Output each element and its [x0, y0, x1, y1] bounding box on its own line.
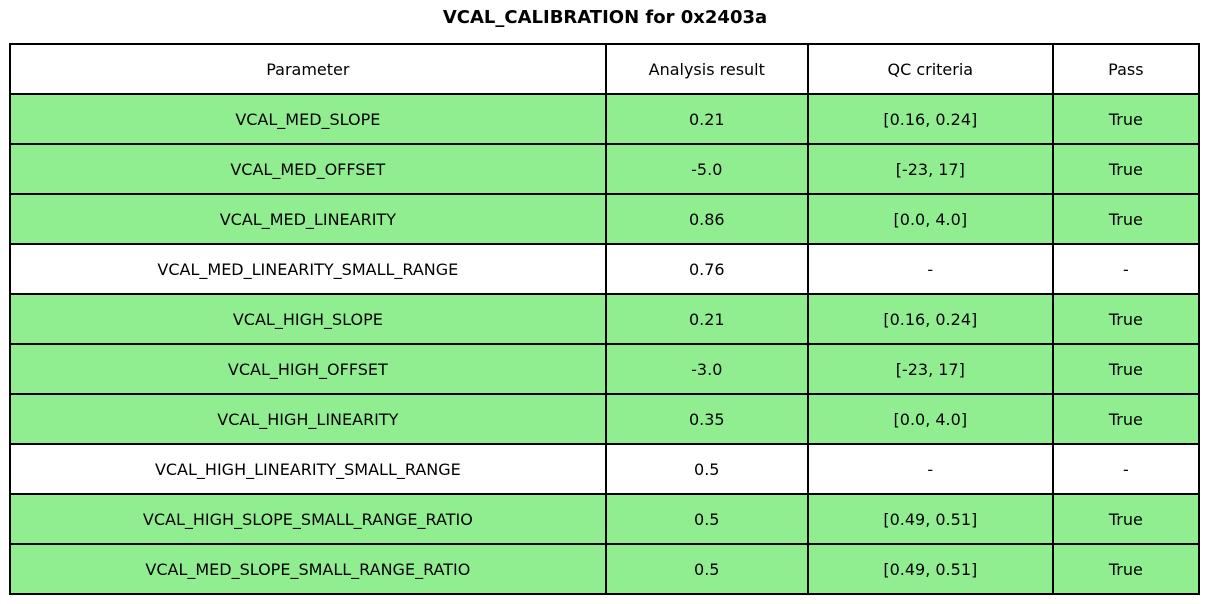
cell-analysis-result: -3.0	[604, 343, 809, 395]
cell-parameter: VCAL_HIGH_LINEARITY	[9, 393, 607, 445]
cell-qc-criteria: [0.16, 0.24]	[806, 93, 1054, 145]
cell-parameter: VCAL_MED_SLOPE	[9, 93, 607, 145]
column-header-analysis-result: Analysis result	[604, 43, 809, 95]
cell-parameter: VCAL_MED_LINEARITY	[9, 193, 607, 245]
table-row: VCAL_HIGH_LINEARITY_SMALL_RANGE 0.5- -	[9, 443, 1201, 495]
table-body: VCAL_MED_SLOPE 0.21 [0.16, 0.24] True VCAL_M…	[9, 93, 1201, 595]
cell-pass: -	[1051, 243, 1201, 295]
cell-analysis-result: 0.5	[604, 543, 809, 595]
cell-pass: True	[1051, 193, 1201, 245]
cell-qc-criteria: [0.0, 4.0]	[806, 193, 1054, 245]
cell-analysis-result: 0.21	[604, 293, 809, 345]
cell-analysis-result: 0.76	[604, 243, 809, 295]
cell-pass: -	[1051, 443, 1201, 495]
header-row: Parameter Analysis result QC criteria Pass	[9, 43, 1201, 95]
cell-qc-criteria: -	[806, 243, 1054, 295]
cell-parameter: VCAL_HIGH_LINEARITY_SMALL_RANGE	[9, 443, 607, 495]
cell-qc-criteria: [0.49, 0.51]	[806, 543, 1054, 595]
cell-parameter: VCAL_MED_SLOPE_SMALL_RANGE_RATIO	[9, 543, 607, 595]
table-row: VCAL_MED_SLOPE 0.21 [0.16, 0.24] True	[9, 93, 1201, 145]
cell-parameter: VCAL_HIGH_SLOPE_SMALL_RANGE_RATIO	[9, 493, 607, 545]
cell-parameter: VCAL_MED_LINEARITY_SMALL_RANGE	[9, 243, 607, 295]
column-header-qc-criteria: QC criteria	[806, 43, 1054, 95]
figure-title: VCAL_CALIBRATION for 0x2403a	[442, 7, 768, 28]
table-row: VCAL_MED_LINEARITY 0.86 [0.0, 4.0] True	[9, 193, 1201, 245]
table-row: VCAL_HIGH_OFFSET -3.0 [-23, 17] True	[9, 343, 1201, 395]
cell-analysis-result: 0.5	[604, 493, 809, 545]
cell-pass: True	[1051, 393, 1201, 445]
table-row: VCAL_HIGH_LINEARITY 0.35 [0.0, 4.0] True	[9, 393, 1201, 445]
cell-pass: True	[1051, 343, 1201, 395]
cell-pass: True	[1051, 543, 1201, 595]
cell-analysis-result: 0.86	[604, 193, 809, 245]
column-header-parameter: Parameter	[9, 43, 607, 95]
column-header-pass: Pass	[1051, 43, 1201, 95]
table-header: Parameter Analysis result QC criteria Pass	[9, 43, 1201, 95]
cell-pass: True	[1051, 143, 1201, 195]
cell-analysis-result: 0.21	[604, 93, 809, 145]
cell-qc-criteria: [0.0, 4.0]	[806, 393, 1054, 445]
table-row: VCAL_MED_SLOPE_SMALL_RANGE_RATIO 0.5 [0.49…	[9, 543, 1201, 595]
table-row: VCAL_MED_LINEARITY_SMALL_RANGE 0.76- -	[9, 243, 1201, 295]
cell-qc-criteria: [-23, 17]	[806, 143, 1054, 195]
cell-pass: True	[1051, 293, 1201, 345]
table-row: VCAL_HIGH_SLOPE_SMALL_RANGE_RATIO 0.5 [0.4…	[9, 493, 1201, 545]
cell-parameter: VCAL_HIGH_OFFSET	[9, 343, 607, 395]
cell-analysis-result: -5.0	[604, 143, 809, 195]
cell-pass: True	[1051, 93, 1201, 145]
cell-qc-criteria: -	[806, 443, 1054, 495]
cell-qc-criteria: [0.16, 0.24]	[806, 293, 1054, 345]
table-row: VCAL_HIGH_SLOPE 0.21 [0.16, 0.24] True	[9, 293, 1201, 345]
cell-pass: True	[1051, 493, 1201, 545]
cell-analysis-result: 0.35	[604, 393, 809, 445]
cell-qc-criteria: [0.49, 0.51]	[806, 493, 1054, 545]
table-row: VCAL_MED_OFFSET -5.0 [-23, 17] True	[9, 143, 1201, 195]
cell-qc-criteria: [-23, 17]	[806, 343, 1054, 395]
qc-table: Parameter Analysis result QC criteria Pass …	[9, 43, 1201, 595]
cell-parameter: VCAL_MED_OFFSET	[9, 143, 607, 195]
cell-parameter: VCAL_HIGH_SLOPE	[9, 293, 607, 345]
cell-analysis-result: 0.5	[604, 443, 809, 495]
